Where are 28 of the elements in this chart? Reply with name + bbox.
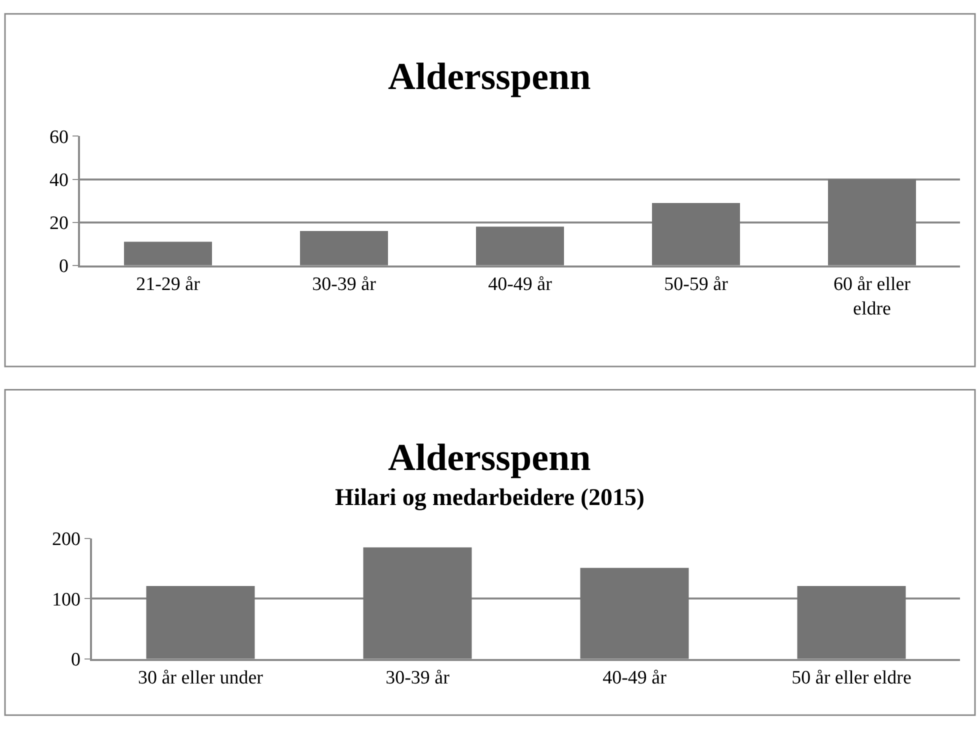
x-tick-label: 60 år eller eldre [833,274,912,320]
y-tick-label: 60 [49,126,68,148]
chart-title: Aldersspenn [388,437,591,479]
x-tick-label: 30-39 år [386,667,450,688]
y-tick-label: 20 [49,213,68,234]
y-tick-label: 100 [52,589,80,610]
x-tick-label: 40-49 år [602,667,668,688]
bar [828,179,916,266]
bar [124,242,212,266]
x-tick-label: 40-49 år [488,274,553,295]
x-tick-label: 21-29 år [136,274,201,295]
bar [300,230,388,266]
bar [652,202,740,266]
bar [363,547,472,659]
y-tick-label: 0 [70,649,80,670]
y-tick-label: 40 [49,170,68,191]
x-tick-label: 30-39 år [312,274,377,295]
bar [580,568,689,659]
chart-subtitle: Hilari og medarbeidere (2015) [335,485,644,511]
y-tick-label: 200 [52,529,80,550]
chart-title: Aldersspenn [388,56,591,98]
x-tick-label: 50 år eller eldre [792,667,912,688]
bar [146,586,255,659]
bar [797,586,906,659]
bar [476,226,564,266]
x-tick-label: 50-59 år [664,274,729,295]
y-tick-label: 0 [58,256,68,278]
x-tick-label: 30 år eller under [138,667,264,688]
